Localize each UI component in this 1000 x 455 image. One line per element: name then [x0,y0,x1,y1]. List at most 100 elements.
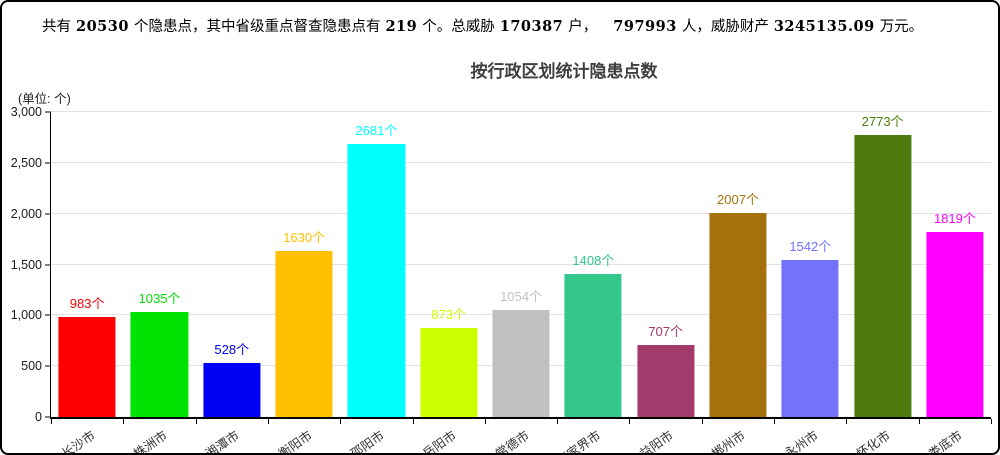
bar-value-label: 2773个 [861,114,904,130]
bar-1[interactable] [58,317,116,417]
bar-5[interactable] [347,144,405,417]
x-axis-tick [846,419,848,424]
bar-chart-plot-area: 983个 长沙市 1035个 株洲市 528个 湘潭市 1630个 衡阳市 2681个 邵阳市 87… [11,105,992,453]
x-axis-tick [991,419,992,424]
bar-13[interactable] [926,232,984,417]
bar-11[interactable] [781,260,839,417]
x-axis-tick [557,419,559,424]
x-axis-label: 邵阳市 [347,428,387,455]
x-axis-tick [701,419,703,424]
bar-slot: 1408个张家界市 [555,112,629,453]
summary-people: 797993 [613,18,677,35]
chart-unit-label: (单位: 个) [18,92,71,106]
bar-value-label: 2007个 [717,191,759,207]
summary-part: 共有 [42,19,71,35]
x-axis-label: 益阳市 [637,428,676,455]
bar-value-label: 1819个 [933,211,976,227]
x-axis-tick [412,419,414,424]
x-axis-tick [195,419,197,424]
bar-slot: 873个岳阳市 [413,112,485,453]
summary-key-points: 219 [385,18,418,35]
bar-7[interactable] [492,309,550,417]
y-axis-label: 500 [21,359,42,374]
summary-total-points: 20530 [76,18,129,35]
y-axis-tick [45,213,51,215]
bar-slot: 983个长沙市 [51,112,123,453]
y-axis-tick [45,416,51,418]
gridline [51,161,991,163]
y-axis-label: 0 [35,410,42,424]
bar-slot: 2007个郴州市 [702,112,774,453]
summary-part: 个隐患点，其中省级重点督查隐患点有 [133,19,381,35]
y-axis-tick [45,365,51,367]
bar-6[interactable] [420,328,478,417]
bar-slots: 983个 长沙市 1035个 株洲市 528个 湘潭市 1630个 衡阳市 2681个 邵阳市 87… [51,112,991,453]
bar-3[interactable] [203,363,261,417]
x-axis-label: 常德市 [492,428,532,455]
y-axis-label: 1,500 [10,257,42,272]
summary-part: 户， [568,19,598,35]
x-axis-label: 长沙市 [58,428,98,455]
x-axis-label: 郴州市 [709,428,749,455]
y-axis-label: 1,000 [10,308,42,323]
bar-value-label: 1542个 [789,239,832,255]
chart-title: 按行政区划统计隐患点数 [470,62,658,81]
x-axis-tick [340,419,342,424]
x-axis-tick [774,419,776,424]
y-axis-tick [45,314,51,316]
bar-value-label: 2681个 [355,123,398,139]
y-axis-label: 2,000 [10,206,42,221]
summary-part: 万元。 [879,19,924,35]
bar-slot: 1035个株洲市 [123,112,195,453]
x-axis-tick [267,419,269,424]
x-axis-tick [484,419,486,424]
x-axis-label: 湘潭市 [203,428,243,455]
bar-value-label: 1408个 [572,252,615,268]
x-axis-tick [51,419,52,424]
summary-text: 共有 20530 个隐患点，其中省级重点督查隐患点有 219 个。总威胁 170387 户，… [42,15,923,36]
x-axis-label: 娄底市 [926,428,966,455]
bar-slot: 1630个衡阳市 [268,112,340,453]
bar-slot: 2773个怀化市 [846,112,918,453]
x-axis-label: 怀化市 [854,428,893,455]
y-axis-label: 3,000 [10,105,42,119]
bar-10[interactable] [709,212,767,417]
x-axis-tick [918,419,920,424]
bar-slot: 2681个邵阳市 [340,112,412,453]
y-axis-tick [45,162,51,164]
bar-9[interactable] [637,345,695,417]
gridline [51,212,991,214]
bar-4[interactable] [275,251,333,417]
summary-part: 个。总威胁 [422,19,495,35]
x-axis-label: 张家界市 [554,428,604,455]
gridline [51,111,991,112]
x-axis-tick [123,419,125,424]
bar-value-label: 707个 [648,324,684,340]
x-axis-label: 岳阳市 [420,428,460,455]
bar-value-label: 873个 [431,307,467,323]
y-axis-tick [45,111,51,113]
x-axis-tick [629,419,631,424]
bar-value-label: 1035个 [138,290,181,306]
bar-slot: 1542个永州市 [774,112,846,453]
bar-8[interactable] [564,273,622,417]
gridline [51,263,991,265]
bar-slot: 1819个娄底市 [919,112,991,453]
summary-property: 3245135.09 [773,18,875,35]
bar-value-label: 528个 [214,342,250,358]
bar-slot: 1054个常德市 [485,112,557,453]
x-axis-label: 衡阳市 [275,428,315,455]
bar-value-label: 1054个 [500,288,542,304]
x-axis-label: 永州市 [781,428,821,455]
summary-households: 170387 [499,18,564,35]
bar-slot: 707个益阳市 [630,112,702,453]
bar-value-label: 983个 [69,296,105,312]
x-axis-label: 株洲市 [131,428,170,455]
y-axis-label: 2,500 [10,155,42,170]
summary-part: 人，威胁财产 [681,19,769,35]
y-axis-tick [45,264,51,265]
bar-2[interactable] [130,311,189,417]
bar-value-label: 1630个 [283,230,326,246]
bar-12[interactable] [854,135,912,417]
